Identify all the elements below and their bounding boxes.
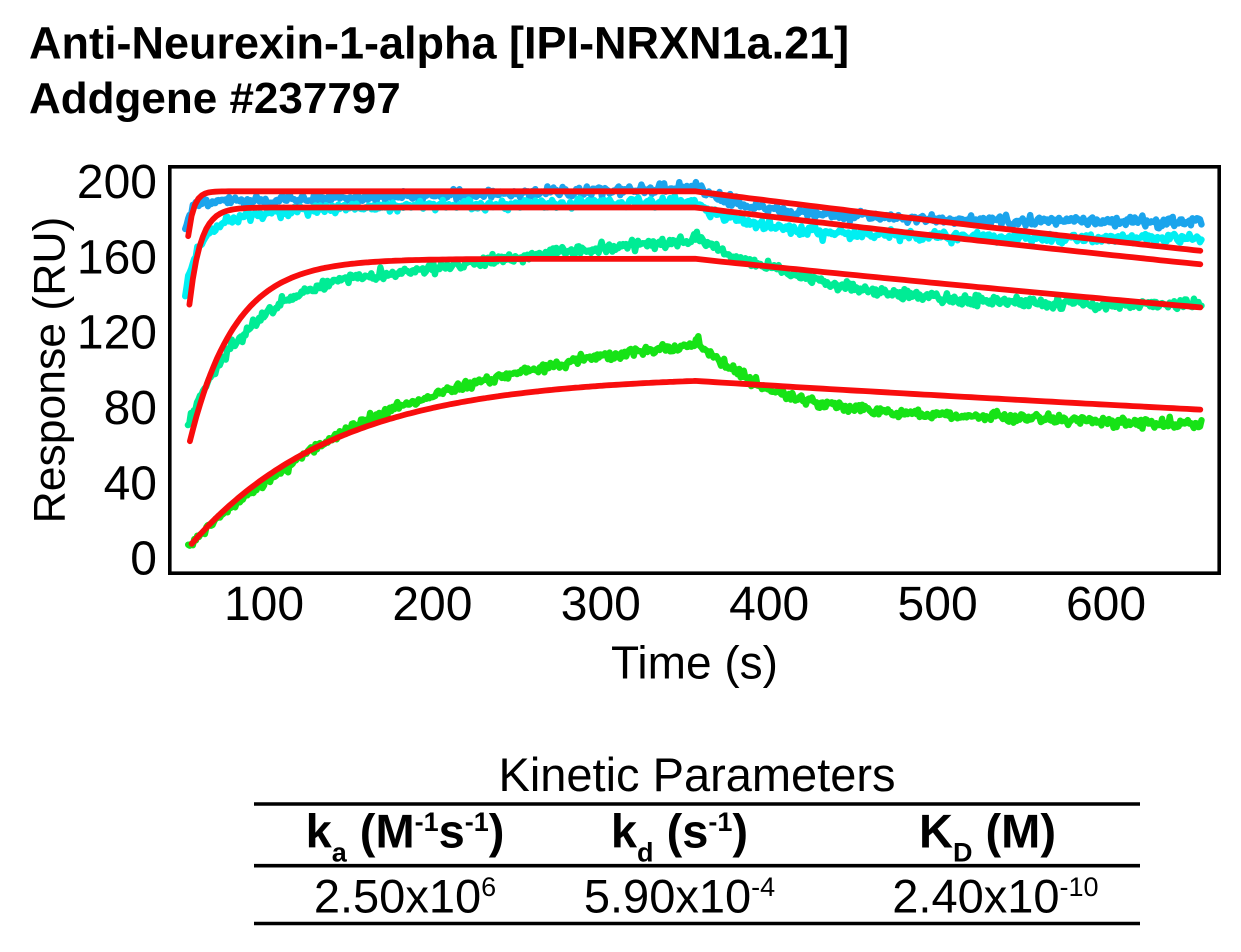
svg-text:200: 200 [392,578,472,631]
svg-text:Anti-Neurexin-1-alpha [IPI-NRX: Anti-Neurexin-1-alpha [IPI-NRXN1a.21] [29,18,849,69]
svg-text:Kinetic Parameters: Kinetic Parameters [498,748,895,801]
svg-text:2.40x10-10: 2.40x10-10 [892,869,1098,922]
svg-text:KD (M): KD (M) [919,805,1056,868]
svg-text:5.90x10-4: 5.90x10-4 [584,869,775,922]
svg-text:2.50x106: 2.50x106 [314,869,496,922]
svg-text:80: 80 [104,382,157,435]
svg-text:400: 400 [729,578,809,631]
svg-text:Addgene #237797: Addgene #237797 [29,74,401,123]
svg-text:300: 300 [561,578,641,631]
svg-text:Time (s): Time (s) [611,637,778,689]
svg-text:40: 40 [104,457,157,510]
svg-text:500: 500 [898,578,978,631]
svg-text:0: 0 [130,533,157,586]
svg-text:Response (RU): Response (RU) [26,217,75,524]
svg-text:100: 100 [224,578,304,631]
svg-text:160: 160 [77,232,157,285]
svg-text:120: 120 [77,307,157,360]
svg-text:600: 600 [1066,578,1146,631]
svg-text:200: 200 [77,156,157,209]
